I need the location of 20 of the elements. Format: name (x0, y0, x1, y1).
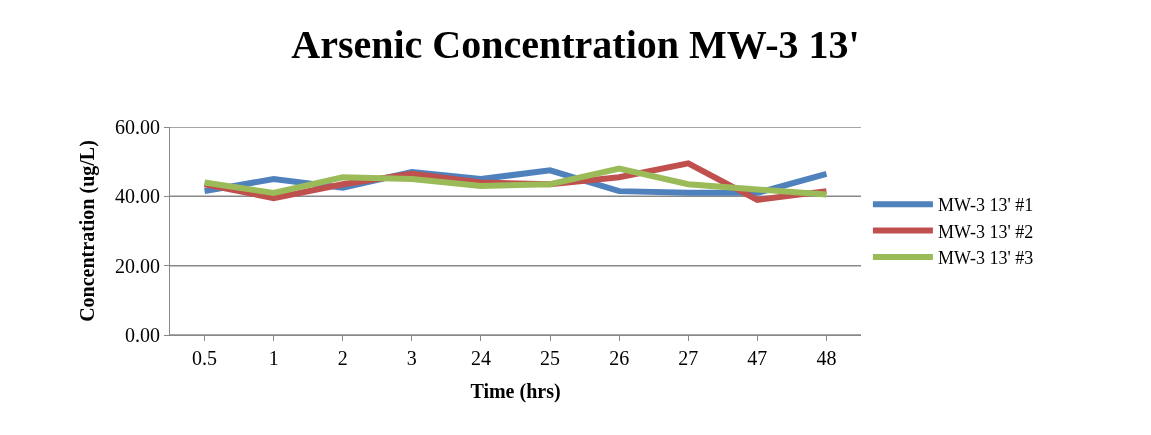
x-tick-label: 24 (470, 347, 491, 369)
x-tick-label: 1 (268, 347, 279, 369)
x-axis-title: Time (hrs) (470, 379, 561, 403)
chart-title: Arsenic Concentration MW-3 13' (291, 22, 860, 68)
y-axis-title: Concentration (ug/L) (75, 140, 99, 322)
y-tick-label: 60.00 (115, 116, 160, 138)
y-tick-label: 20.00 (115, 254, 160, 277)
x-tick-label: 48 (816, 347, 837, 369)
y-tick-label: 0.00 (125, 324, 160, 346)
x-tick-label: 25 (540, 347, 561, 369)
x-tick-label: 2 (337, 347, 348, 369)
x-tick-label: 27 (678, 347, 699, 369)
y-tick-label: 40.00 (115, 185, 160, 208)
legend-label: MW-3 13' #1 (937, 195, 1034, 216)
x-tick-label: 0.5 (192, 347, 218, 369)
x-tick-label: 47 (747, 347, 768, 369)
x-tick-label: 3 (406, 347, 417, 369)
legend-label: MW-3 13' #3 (937, 248, 1034, 269)
x-tick-label: 26 (609, 347, 630, 369)
legend-label: MW-3 13' #2 (937, 221, 1034, 242)
